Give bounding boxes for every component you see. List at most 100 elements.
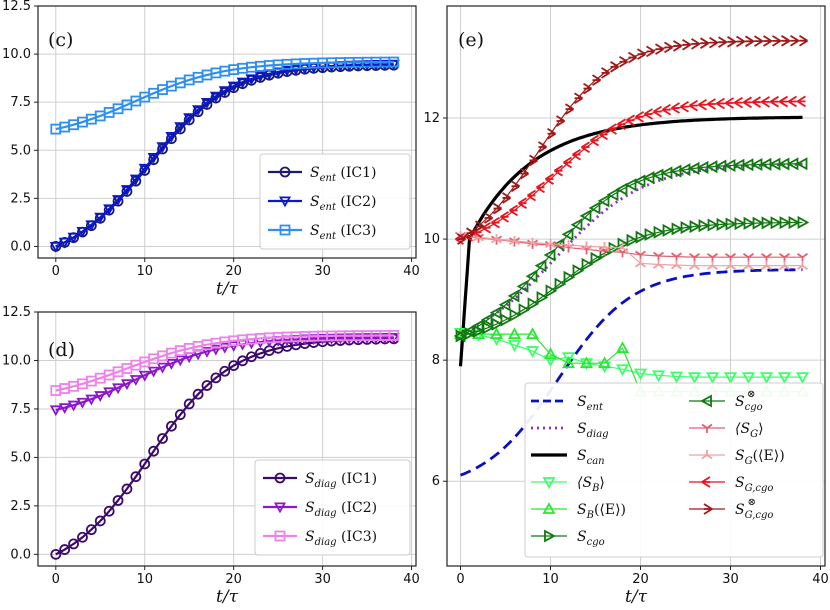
data-point — [790, 34, 799, 47]
data-point — [795, 157, 808, 171]
data-point — [502, 192, 511, 204]
data-point — [581, 257, 594, 271]
data-point — [788, 216, 801, 230]
data-point — [525, 346, 540, 358]
legend-box — [259, 153, 411, 250]
data-point — [58, 403, 71, 415]
x-tick-label: 10 — [542, 572, 559, 587]
legend: Sent Sdiag Scan ⟨SB⟩ SB(⟨E⟩) Scgo Scgo⊗ ⟨SG⟩ SG(… — [524, 382, 824, 558]
data-point — [157, 433, 168, 444]
legend-label: ⟨SB⟩ — [577, 475, 605, 494]
series-s-diag-ic3- — [50, 330, 400, 396]
data-point — [795, 372, 810, 384]
data-point — [85, 524, 97, 536]
data-point — [727, 36, 736, 48]
data-point — [743, 216, 756, 230]
data-point — [201, 99, 213, 110]
data-point — [597, 356, 612, 369]
axes-frame — [446, 5, 826, 567]
data-point — [85, 394, 98, 406]
data-point — [743, 96, 752, 109]
legend-label: SB(⟨E⟩) — [577, 502, 626, 521]
data-point — [518, 303, 531, 317]
data-point — [281, 65, 294, 77]
data-point — [580, 241, 593, 251]
data-point — [130, 175, 142, 187]
data-point — [581, 141, 590, 153]
data-point — [491, 216, 500, 229]
y-tick-label: 7.5 — [10, 95, 31, 110]
data-point — [526, 237, 539, 247]
legend-label: Scan — [577, 448, 605, 467]
data-point — [462, 324, 475, 338]
data-point — [628, 51, 637, 64]
data-point — [646, 45, 655, 58]
legend-label: Sent (IC1) — [310, 165, 377, 184]
data-point — [579, 356, 594, 369]
data-point — [547, 128, 556, 140]
legend-label: SG(⟨E⟩) — [735, 448, 785, 467]
data-point — [662, 223, 675, 237]
series-line — [459, 162, 803, 335]
data-point — [352, 333, 365, 345]
data-point — [129, 375, 142, 386]
y-tick-label: 0.0 — [10, 239, 31, 254]
y-tick-label: 10.0 — [2, 353, 31, 368]
legend-label: Sent (IC3) — [310, 223, 377, 242]
data-point — [617, 118, 626, 131]
data-point — [489, 327, 504, 340]
data-point — [689, 220, 702, 234]
x-tick-label: 40 — [403, 264, 420, 279]
data-point — [615, 364, 630, 377]
data-point — [561, 356, 576, 369]
data-point — [246, 351, 257, 363]
data-point — [165, 131, 178, 143]
legend-marker — [703, 503, 713, 515]
data-point — [761, 96, 770, 108]
data-point — [572, 264, 585, 278]
data-point — [527, 189, 536, 202]
data-point — [120, 185, 133, 196]
series-line — [460, 100, 803, 240]
data-point — [725, 217, 738, 231]
axes-frame — [37, 5, 417, 259]
data-point — [556, 115, 565, 127]
data-point — [361, 333, 374, 345]
data-point — [316, 333, 329, 345]
data-point — [545, 173, 554, 185]
data-point — [112, 495, 124, 506]
data-point — [112, 195, 125, 206]
data-point — [509, 308, 522, 322]
legend-label: SG,cgo — [735, 475, 773, 494]
x-tick-label: 10 — [136, 572, 153, 587]
data-point — [626, 114, 635, 127]
data-point — [334, 333, 347, 345]
data-point — [529, 154, 538, 167]
data-point — [507, 340, 522, 352]
data-point — [563, 270, 576, 284]
y-tick-label: 12.5 — [2, 0, 31, 14]
x-tick-label: 10 — [136, 264, 153, 279]
x-tick-label: 0 — [52, 572, 60, 587]
data-point — [77, 531, 88, 543]
data-point — [387, 59, 400, 71]
data-point — [759, 372, 774, 384]
legend-label: Sdiag (IC2) — [305, 500, 377, 519]
data-point — [561, 227, 574, 241]
data-point — [192, 105, 205, 117]
data-point — [466, 227, 475, 239]
legend: Sent (IC1) Sent (IC2) Sent (IC3) — [259, 153, 411, 250]
data-point — [493, 202, 502, 215]
data-point — [237, 355, 248, 367]
data-point — [770, 216, 783, 230]
data-point — [698, 219, 711, 233]
legend-marker — [542, 502, 556, 514]
data-point — [508, 235, 521, 246]
data-point — [671, 102, 680, 114]
data-point — [527, 297, 540, 311]
x-axis-label: t/τ — [625, 587, 648, 607]
data-point — [103, 387, 116, 399]
data-point — [734, 217, 747, 231]
x-tick-label: 30 — [314, 264, 331, 279]
data-point — [752, 96, 761, 108]
